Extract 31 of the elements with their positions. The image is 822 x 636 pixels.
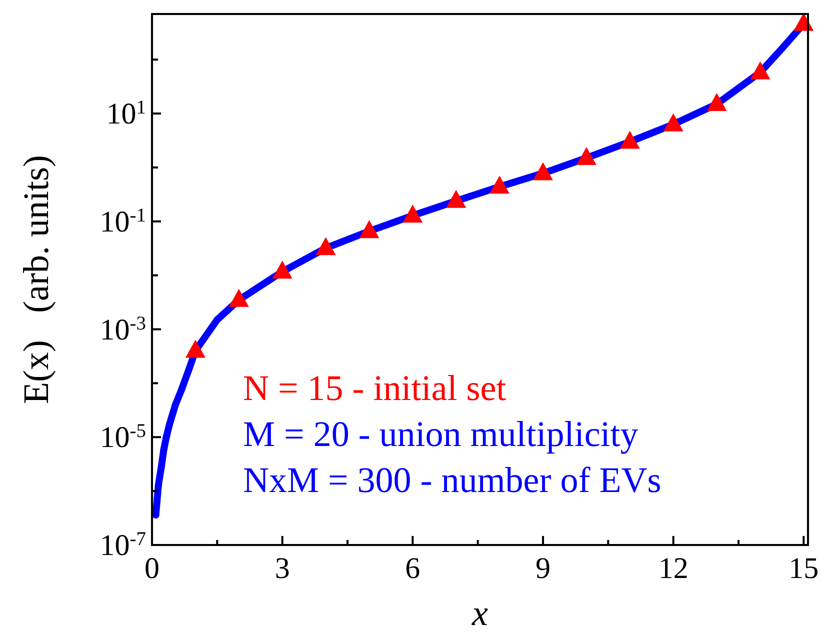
y-tick-label: 10$^{-1}$ bbox=[100, 204, 146, 238]
y-tick-label: 10$^{-5}$ bbox=[100, 420, 146, 454]
point bbox=[620, 130, 640, 149]
x-tick-label: 12 bbox=[658, 552, 688, 585]
y-axis-title: E(x) (arb. units) bbox=[16, 155, 56, 404]
x-axis-title: x bbox=[471, 593, 488, 633]
point bbox=[185, 340, 206, 358]
point bbox=[402, 204, 423, 223]
point bbox=[663, 113, 684, 132]
point bbox=[446, 190, 466, 208]
point bbox=[490, 176, 510, 194]
y-tick-label: 10$^{1}$ bbox=[106, 97, 146, 131]
y-tick-label: 10$^{-7}$ bbox=[100, 528, 146, 562]
x-tick-label: 3 bbox=[274, 552, 290, 585]
point bbox=[706, 93, 727, 112]
x-tick-label: 15 bbox=[788, 552, 819, 585]
x-tick-label: 6 bbox=[405, 552, 420, 585]
point bbox=[359, 220, 380, 238]
annotation: M = 20 - union multiplicity bbox=[243, 414, 638, 454]
annotation: N = 15 - initial set bbox=[243, 368, 506, 408]
point bbox=[272, 260, 292, 279]
point bbox=[316, 237, 336, 256]
x-tick-label: 0 bbox=[144, 552, 160, 585]
point bbox=[532, 162, 553, 180]
point bbox=[576, 146, 596, 165]
point bbox=[228, 288, 249, 307]
point bbox=[750, 61, 770, 80]
y-tick-label: 10$^{-3}$ bbox=[100, 312, 146, 346]
point bbox=[794, 12, 814, 31]
annotation: NxM = 300 - number of EVs bbox=[243, 460, 662, 500]
x-tick-label: 9 bbox=[535, 552, 550, 585]
